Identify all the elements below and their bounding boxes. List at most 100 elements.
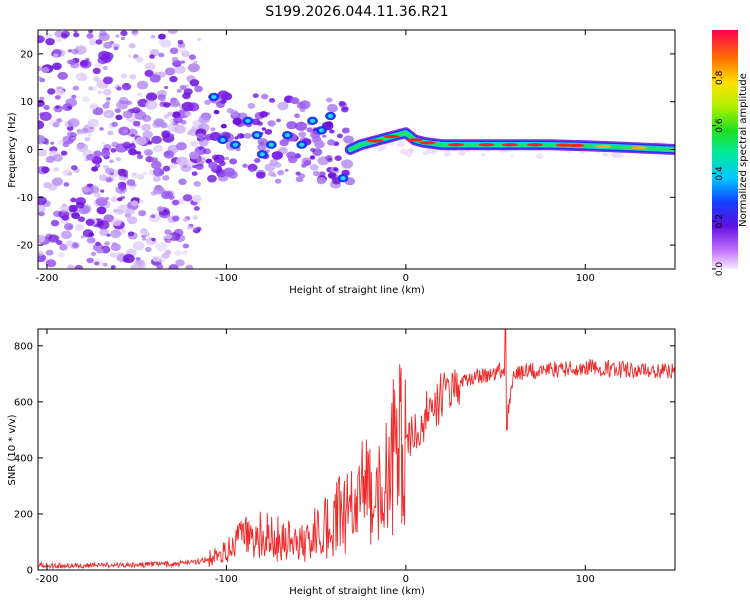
spectrogram-blob (113, 46, 119, 51)
spectrogram-blob (38, 149, 47, 157)
snr-frame (37, 328, 676, 571)
spectrogram-blob (193, 60, 198, 64)
spectrogram-blob (45, 249, 54, 256)
spectrogram-blob (45, 259, 57, 268)
spectrogram-blob (90, 251, 97, 257)
spectrogram-blob (86, 236, 96, 244)
spectrogram-blob (173, 124, 186, 134)
spectrogram-blob (136, 80, 149, 90)
ridge-peak (555, 143, 572, 147)
spectrogram-blob (55, 36, 64, 43)
spectrogram-blob (299, 121, 304, 125)
spectrogram-blob (133, 259, 146, 269)
y-tick-label: -10 (17, 193, 33, 204)
spectrogram-blob (163, 150, 175, 159)
spectrogram-blob (327, 114, 334, 119)
spectrogram-blob (194, 85, 203, 93)
spectrogram-blob (95, 39, 103, 45)
spectrogram-blob (198, 146, 204, 151)
spectrogram-blob (277, 169, 285, 176)
spectrogram-blob (177, 39, 184, 45)
spectrogram-blob (536, 153, 544, 160)
colorbar-tick-label: 0.6 (715, 118, 725, 133)
figure-title: S199.2026.044.11.36.R21 (265, 4, 448, 20)
spectrogram-blob (38, 250, 44, 257)
spectrogram-blob (111, 121, 119, 127)
spectrogram-blob (290, 97, 300, 105)
spectrogram-blob (254, 111, 265, 120)
spectrogram-blob (178, 46, 187, 54)
spectrogram-blob (150, 214, 156, 219)
snr-xlabel: Height of straight line (km) (289, 586, 425, 597)
spectrogram-blob (115, 114, 123, 121)
spectrogram-blob (277, 101, 289, 111)
colorbar-label: Normalized spectral amplitude (738, 73, 749, 227)
spectrogram-blob (104, 241, 110, 246)
spectrogram-blob (234, 136, 239, 140)
spectrogram-blob (259, 152, 265, 157)
spectrogram-blob (71, 212, 80, 219)
spectrogram-blob (177, 198, 185, 205)
spectrogram-blob (91, 166, 99, 172)
spectrogram-blob (144, 69, 154, 77)
spectrogram-blob (182, 243, 190, 249)
spectrogram-blob (139, 199, 144, 204)
spectrogram-blob (312, 148, 323, 156)
spectrogram-blob (152, 255, 160, 262)
spectrogram-blob (85, 218, 95, 226)
spectrogram-blob (141, 123, 151, 132)
spectrogram-blob (116, 100, 129, 110)
spectrogram-blob (92, 67, 101, 75)
spectrogram-blob (138, 210, 147, 217)
spectrogram-blob (74, 264, 83, 269)
spectrogram-blob (142, 171, 148, 176)
spectrogram-blob (75, 201, 85, 209)
spectrogram-blob (184, 111, 192, 117)
spectrogram-blob (247, 102, 256, 109)
spectrogram-blob (245, 118, 251, 123)
spectrogram-blob (161, 130, 171, 138)
spectrogram-blob (123, 254, 135, 264)
spectrogram-blob (128, 43, 136, 49)
spectrogram-blob (147, 140, 153, 145)
spectrogram-blob (198, 114, 211, 124)
spectrogram-blob (103, 214, 115, 223)
spectrogram-blob (261, 127, 266, 131)
spectrogram-blob (146, 92, 158, 102)
spectrogram-blob (286, 121, 298, 130)
spectrogram-blob (99, 127, 104, 131)
spectrogram-blob (55, 88, 65, 96)
spectrogram-blob (193, 206, 200, 211)
spectrogram-blob (446, 151, 451, 156)
spectrogram-blob (186, 225, 193, 231)
spectrogram-blob (75, 72, 88, 82)
spectrogram-blob (203, 148, 211, 155)
snr-panel: -200 -100 0 100 0 200 400 600 800 Height of str… (7, 328, 676, 597)
spectrogram-blob (87, 118, 99, 128)
x-tick-label: -100 (215, 273, 238, 284)
spectrogram-blob (48, 234, 59, 243)
spectrogram-blob (322, 134, 327, 138)
spectrogram-blob (284, 168, 289, 172)
y-tick-label: -20 (17, 241, 33, 252)
spectrogram-blob (38, 120, 45, 130)
spectrogram-blob (80, 185, 91, 193)
spectrogram-blob (130, 200, 139, 207)
spectrogram-blob (193, 181, 201, 187)
spectrogram-blob (47, 88, 56, 95)
spectrogram-blob (269, 158, 279, 166)
spectrogram-blob (326, 104, 338, 113)
spectrogram-blob (136, 154, 144, 160)
spectrogram-blob (117, 197, 123, 202)
spectrogram-blob (132, 241, 145, 251)
spectrogram-blob (196, 133, 205, 140)
ridge-peak (501, 143, 518, 147)
spectrogram-blob (38, 99, 45, 107)
spectrogram-blob (162, 165, 171, 172)
spectrogram-blob (58, 210, 70, 219)
colorbar-tick-label: 0.0 (715, 262, 725, 277)
spectrogram-blob (55, 105, 60, 109)
spectrogram-blob (103, 76, 113, 85)
spectrogram-blob (89, 104, 97, 110)
spectrogram-blob (80, 235, 85, 239)
